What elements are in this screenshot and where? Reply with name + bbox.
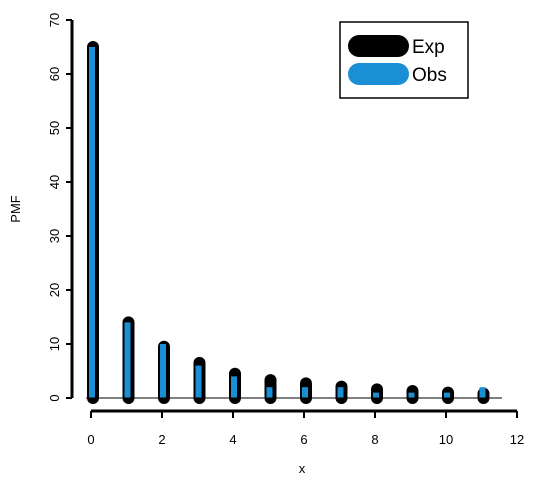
obs-bar — [337, 387, 344, 398]
legend-label-exp: Exp — [412, 37, 445, 58]
x-tick-label: 12 — [510, 432, 524, 447]
obs-bar — [89, 47, 95, 398]
y-tick-label: 10 — [47, 337, 62, 351]
x-axis-ticks: 0 2 4 6 8 10 12 — [87, 411, 524, 447]
x-tick-label: 10 — [439, 432, 453, 447]
x-tick-label: 2 — [158, 432, 165, 447]
y-tick-label: 30 — [47, 229, 62, 243]
y-axis-ticks: 0 10 20 30 40 50 60 70 — [47, 13, 72, 402]
y-tick-label: 50 — [47, 121, 62, 135]
y-tick-label: 0 — [47, 394, 62, 401]
y-tick-label: 60 — [47, 67, 62, 81]
y-tick-label: 40 — [47, 175, 62, 189]
legend-box — [339, 21, 469, 99]
obs-bar — [479, 387, 486, 398]
obs-bar — [231, 376, 237, 398]
legend: Exp Obs — [339, 21, 469, 99]
obs-bar — [124, 322, 131, 398]
obs-bar — [444, 392, 450, 398]
obs-bar — [195, 365, 202, 398]
x-axis-title: x — [299, 461, 306, 476]
obs-bar — [302, 387, 308, 398]
obs-bar — [266, 387, 273, 398]
y-tick-label: 70 — [47, 13, 62, 27]
y-tick-label: 20 — [47, 283, 62, 297]
x-tick-label: 4 — [229, 432, 236, 447]
obs-bar — [408, 392, 415, 398]
y-axis-title: PMF — [8, 195, 23, 223]
obs-bar — [373, 392, 379, 398]
x-tick-label: 8 — [371, 432, 378, 447]
x-tick-label: 0 — [87, 432, 94, 447]
obs-bar — [160, 344, 166, 398]
legend-label-obs: Obs — [412, 65, 447, 86]
x-tick-label: 6 — [300, 432, 307, 447]
bars-layer — [87, 41, 490, 404]
